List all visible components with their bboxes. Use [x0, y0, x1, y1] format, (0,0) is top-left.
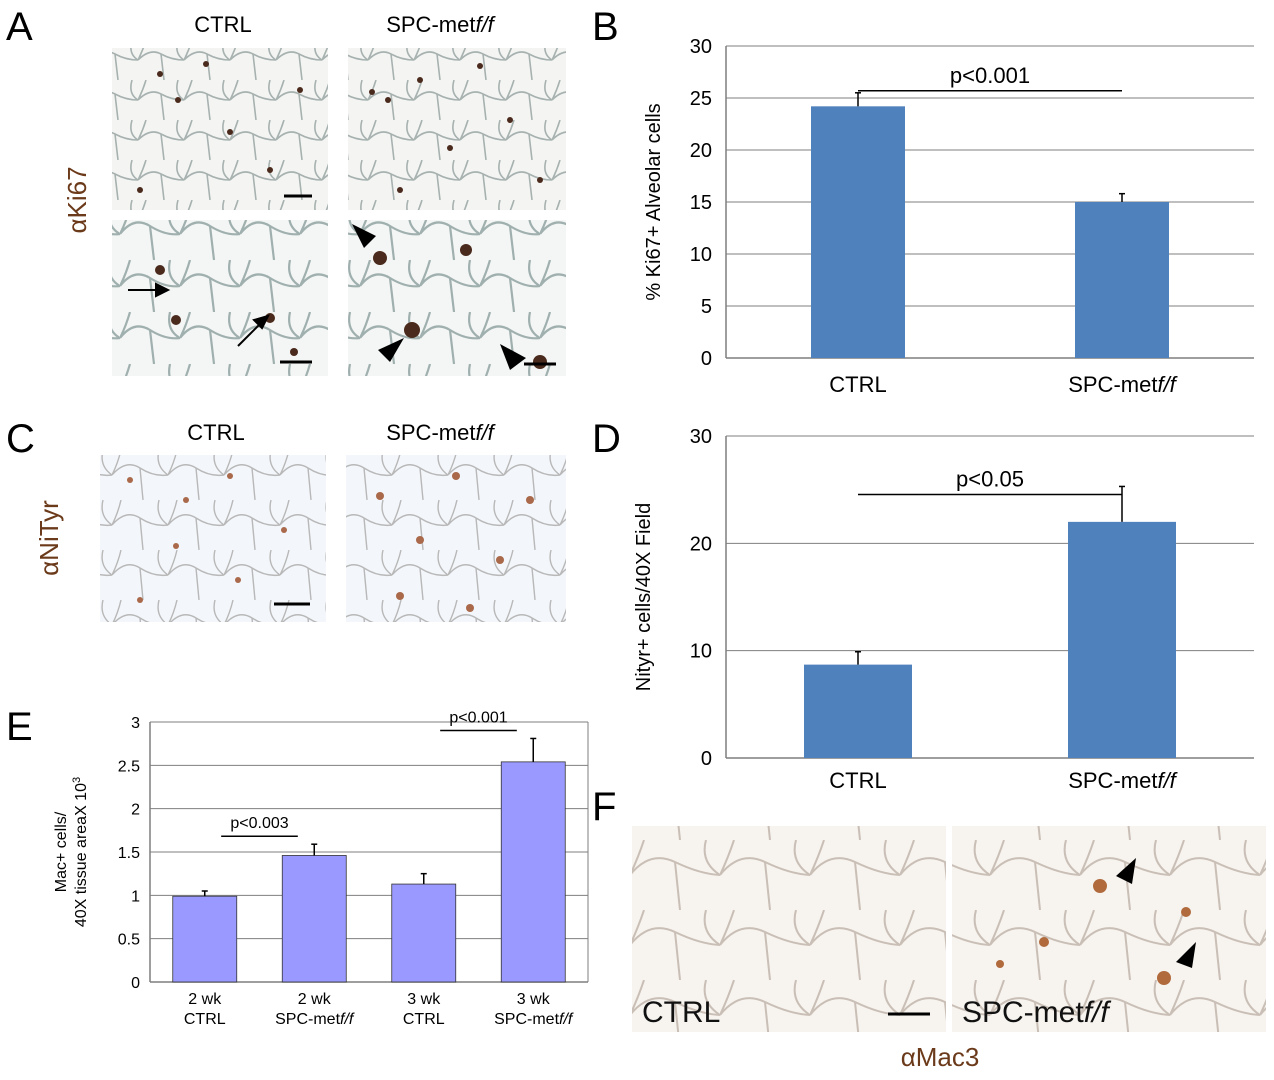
- e-x-tick-label: 2 wk: [298, 991, 332, 1008]
- f-ctrl-image: [632, 826, 946, 1032]
- e-x-tick-label: CTRL: [403, 1011, 445, 1028]
- e-x-tick-label: 2 wk: [188, 991, 222, 1008]
- f-ctrl-label: CTRL: [642, 996, 720, 1029]
- b-bar: [1075, 202, 1169, 358]
- b-significance-label: p<0.001: [950, 63, 1030, 88]
- c-nuclei: [127, 472, 534, 612]
- e-y-tick-label: 0: [131, 975, 140, 992]
- e-bar: [391, 883, 457, 983]
- e-bar: [500, 761, 566, 983]
- chart-b: 0 5 10 15 20 25 30 CTRL SPC-metf/f % Ki67+ Alveol…: [643, 36, 1254, 397]
- b-y-tick-label: 10: [690, 244, 712, 266]
- b-y-axis-label: % Ki67+ Alveolar cells: [643, 103, 665, 300]
- a-ctrl-top-image: [112, 48, 328, 210]
- e-y-tick-label: 2.5: [118, 758, 140, 775]
- d-y-tick-label: 30: [690, 426, 712, 448]
- b-y-tick-label: 30: [690, 36, 712, 58]
- b-y-tick-label: 0: [701, 348, 712, 370]
- b-y-tick-label: 20: [690, 140, 712, 162]
- a-scale-bars: [280, 194, 556, 366]
- d-y-tick-label: 0: [701, 748, 712, 770]
- d-bar: [1068, 521, 1176, 758]
- panel-label-d: D: [592, 417, 621, 461]
- a-arrows: [128, 282, 270, 347]
- chart-e: 0 0.5 1 1.5 2 2.5 3 2 wk CTRL 2 wk SPC-metf/f 3 wk C…: [53, 709, 589, 1028]
- c-mut-label: SPC-metf/f: [386, 420, 496, 445]
- panel-label-e: E: [6, 705, 33, 749]
- f-stain-label: αMac3: [901, 1042, 980, 1072]
- b-x-tick-label: CTRL: [829, 372, 886, 397]
- c-ctrl-image: [100, 455, 326, 622]
- e-x-tick-label: SPC-metf/f: [275, 1011, 355, 1028]
- panel-a-micrographs: CTRL SPC-metf/f αKi67: [62, 12, 566, 376]
- e-y-tick-label: 1.5: [118, 845, 140, 862]
- c-ctrl-label: CTRL: [187, 420, 244, 445]
- f-arrowheads: [1116, 858, 1196, 968]
- e-bar: [281, 855, 347, 983]
- panel-label-f: F: [592, 785, 616, 829]
- e-x-tick-label: CTRL: [184, 1011, 226, 1028]
- f-mut-image: [952, 826, 1266, 1032]
- e-x-tick-label: SPC-metf/f: [494, 1011, 574, 1028]
- e-y-axis-label: 40X tissue areaX 103: [71, 777, 90, 927]
- panel-label-b: B: [592, 5, 619, 49]
- e-x-tick-label: 3 wk: [517, 991, 551, 1008]
- b-y-tick-label: 25: [690, 88, 712, 110]
- d-significance-label: p<0.05: [956, 466, 1024, 491]
- e-bar: [172, 895, 238, 983]
- e-y-tick-label: 1: [131, 888, 140, 905]
- a-arrowheads: [352, 224, 526, 370]
- f-mut-label: SPC-metf/f: [962, 996, 1111, 1029]
- e-x-tick-label: 3 wk: [407, 991, 441, 1008]
- b-y-tick-label: 5: [701, 296, 712, 318]
- panel-label-c: C: [6, 417, 35, 461]
- e-significance-label: p<0.001: [449, 709, 507, 726]
- e-y-tick-label: 3: [131, 715, 140, 732]
- d-x-tick-label: SPC-metf/f: [1068, 768, 1178, 793]
- b-x-tick-label: SPC-metf/f: [1068, 372, 1178, 397]
- e-y-tick-label: 0.5: [118, 932, 140, 949]
- d-y-tick-label: 20: [690, 533, 712, 555]
- d-y-axis-label: Nityr+ cells/40X Field: [633, 503, 655, 691]
- b-bar: [811, 106, 905, 358]
- c-stain-label: αNiTyr: [34, 500, 64, 576]
- panel-c-micrographs: CTRL SPC-metf/f αNiTyr: [34, 420, 566, 622]
- d-x-tick-label: CTRL: [829, 768, 886, 793]
- panel-f-micrographs: CTRL SPC-metf/f αMac3: [632, 826, 1266, 1072]
- d-bar: [804, 664, 912, 758]
- chart-d: 0 10 20 30 CTRL SPC-metf/f Nityr+ cells/40X Fi…: [633, 426, 1254, 793]
- e-y-axis-label: Mac+ cells/: [53, 811, 70, 892]
- b-y-tick-label: 15: [690, 192, 712, 214]
- a-mut-label: SPC-metf/f: [386, 12, 496, 37]
- e-significance-label: p<0.003: [230, 815, 288, 832]
- panel-label-a: A: [6, 5, 33, 49]
- a-nuclei: [137, 61, 547, 369]
- c-mut-image: [346, 455, 566, 622]
- a-ctrl-label: CTRL: [194, 12, 251, 37]
- e-y-tick-label: 2: [131, 802, 140, 819]
- f-cells: [996, 879, 1191, 985]
- a-mut-top-image: [348, 48, 566, 210]
- a-stain-label: αKi67: [62, 166, 92, 233]
- d-y-tick-label: 10: [690, 641, 712, 663]
